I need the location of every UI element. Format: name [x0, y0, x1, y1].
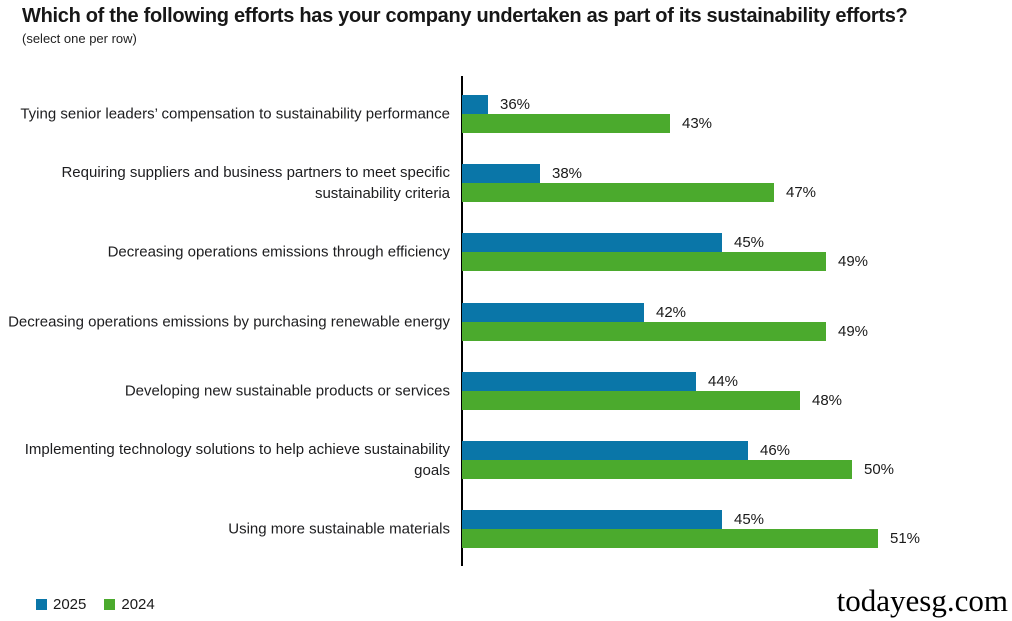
value-label-2025: 42% — [656, 304, 687, 321]
legend-item-2024: 2024 — [104, 596, 155, 613]
bar-2024 — [462, 529, 878, 548]
chart-legend: 2025 2024 — [36, 596, 155, 613]
legend-swatch-2024 — [104, 599, 116, 610]
bar-2025 — [462, 233, 722, 252]
value-label-2024: 43% — [682, 115, 713, 132]
legend-item-2025: 2025 — [36, 596, 86, 613]
chart-subtitle: (select one per row) — [22, 31, 137, 46]
value-label-2024: 48% — [812, 392, 843, 409]
legend-label-2024: 2024 — [121, 596, 155, 613]
value-label-2025: 38% — [552, 165, 583, 182]
value-label-2024: 50% — [864, 461, 895, 478]
category-label: Decreasing operations emissions through … — [107, 243, 450, 261]
chart-row: Developing new sustainable products or s… — [0, 372, 1012, 410]
chart-row: Implementing technology solutions to hel… — [0, 441, 1012, 479]
bar-2024 — [462, 252, 826, 271]
category-label: Tying senior leaders’ compensation to su… — [20, 105, 450, 123]
chart-row: Using more sustainable materials 45% 51% — [0, 510, 1012, 548]
value-label-2025: 36% — [500, 96, 531, 113]
legend-label-2025: 2025 — [53, 596, 87, 613]
bar-2025 — [462, 164, 540, 183]
value-label-2025: 46% — [760, 442, 791, 459]
value-label-2024: 49% — [838, 323, 869, 340]
bar-2024 — [462, 460, 852, 479]
value-label-2025: 45% — [734, 511, 765, 528]
category-label: Implementing technology solutions to hel… — [24, 441, 450, 479]
value-label-2025: 44% — [708, 373, 739, 390]
bar-2025 — [462, 303, 644, 322]
chart-row: Decreasing operations emissions through … — [0, 233, 1012, 271]
legend-swatch-2025 — [36, 599, 47, 610]
bar-2024 — [462, 114, 670, 133]
category-label: Decreasing operations emissions by purch… — [8, 313, 450, 331]
value-label-2024: 47% — [786, 184, 817, 201]
value-label-2024: 49% — [838, 253, 869, 270]
category-label: Using more sustainable materials — [228, 520, 450, 538]
category-label: Developing new sustainable products or s… — [124, 382, 450, 400]
bar-2025 — [462, 510, 722, 529]
bar-2024 — [462, 322, 826, 341]
chart-title: Which of the following efforts has your … — [22, 5, 908, 27]
bar-2024 — [462, 391, 800, 410]
chart-row: Requiring suppliers and business partner… — [0, 164, 1012, 202]
value-label-2024: 51% — [890, 530, 921, 547]
bar-2025 — [462, 372, 696, 391]
bar-2025 — [462, 95, 488, 114]
bar-2025 — [462, 441, 748, 460]
category-label: Requiring suppliers and business partner… — [61, 164, 450, 202]
chart-row: Decreasing operations emissions by purch… — [0, 303, 1012, 341]
value-label-2025: 45% — [734, 234, 765, 251]
watermark-link[interactable]: todayesg.com — [836, 583, 1008, 618]
bar-2024 — [462, 183, 774, 202]
chart-row: Tying senior leaders’ compensation to su… — [0, 95, 1012, 133]
